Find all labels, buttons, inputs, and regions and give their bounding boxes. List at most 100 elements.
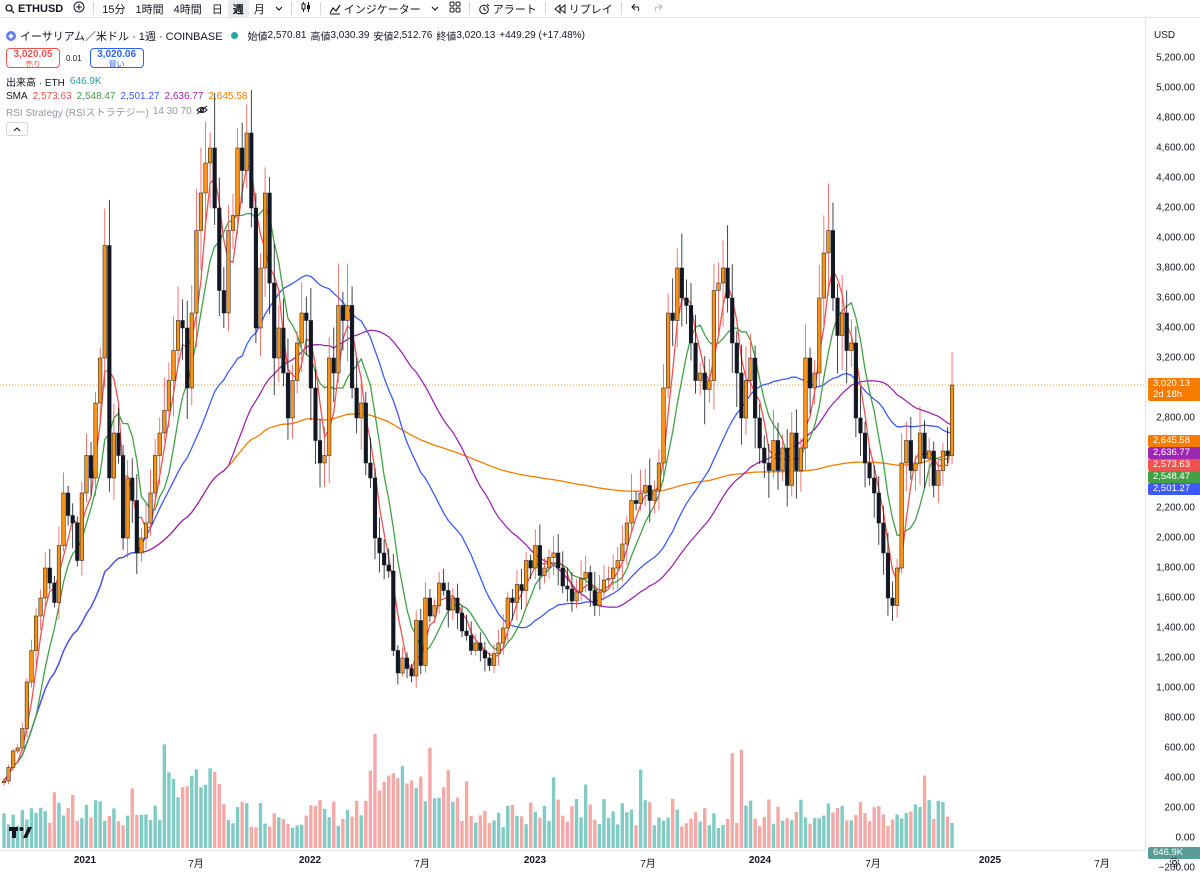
replay-label: リプレイ bbox=[568, 3, 613, 16]
candle bbox=[386, 548, 391, 578]
volume-bar bbox=[574, 799, 579, 848]
volume-bar bbox=[469, 816, 473, 848]
volume-bar bbox=[400, 766, 405, 848]
redo-button[interactable] bbox=[647, 0, 669, 17]
volume-legend[interactable]: 出来高 · ETH 646.9K bbox=[6, 74, 589, 89]
currency-label[interactable]: USD bbox=[1154, 30, 1176, 41]
candle bbox=[125, 459, 130, 558]
toolbar-divider bbox=[468, 2, 470, 15]
compare-button[interactable] bbox=[68, 0, 90, 17]
candle bbox=[656, 448, 661, 510]
candle bbox=[945, 427, 950, 464]
candle bbox=[464, 614, 469, 641]
time-axis[interactable]: 2021 7月 2022 7月 2023 7月 2024 7月 2025 7月 bbox=[0, 850, 1145, 871]
indicators-dropdown[interactable] bbox=[426, 0, 444, 17]
undo-button[interactable] bbox=[625, 0, 647, 17]
time-tick-label: 2021 bbox=[73, 855, 97, 866]
price-tick-label: 1,200.00 bbox=[1156, 652, 1195, 664]
tradingview-logo[interactable] bbox=[9, 825, 33, 842]
interval-dropdown[interactable] bbox=[270, 0, 288, 17]
volume-bar bbox=[620, 803, 624, 848]
candle bbox=[313, 369, 318, 465]
candle bbox=[922, 420, 927, 489]
volume-bar bbox=[89, 817, 93, 848]
chart-type-button[interactable] bbox=[295, 0, 317, 17]
volume-bar bbox=[533, 811, 537, 848]
volume-bar bbox=[16, 825, 20, 848]
legend-collapse-button[interactable] bbox=[6, 122, 28, 136]
interval-week[interactable]: 週 bbox=[227, 0, 249, 17]
volume-bar bbox=[932, 818, 936, 848]
interval-day[interactable]: 日 bbox=[211, 3, 223, 16]
candle bbox=[551, 536, 556, 576]
gear-icon[interactable] bbox=[1169, 855, 1180, 873]
volume-bar bbox=[492, 820, 496, 848]
alert-button[interactable]: アラート bbox=[473, 0, 542, 17]
interval-month[interactable]: 月 bbox=[253, 3, 265, 16]
volume-bar bbox=[414, 787, 418, 848]
price-tick-label: 600.00 bbox=[1164, 742, 1195, 754]
volume-bar bbox=[602, 799, 606, 848]
price-tick-label: 800.00 bbox=[1164, 712, 1195, 724]
candle bbox=[895, 558, 900, 618]
candle bbox=[15, 744, 20, 754]
interval-15m[interactable]: 15分 bbox=[102, 3, 126, 16]
market-status-dot bbox=[230, 32, 238, 39]
volume-bar bbox=[840, 805, 844, 848]
volume-bar bbox=[176, 797, 180, 848]
candle bbox=[414, 610, 419, 688]
interval-1h[interactable]: 1時間 bbox=[135, 3, 164, 16]
volume-bar bbox=[487, 823, 492, 848]
price-chart[interactable] bbox=[0, 18, 1145, 850]
candle bbox=[194, 188, 199, 348]
price-tick-label: 400.00 bbox=[1164, 772, 1195, 784]
candle bbox=[675, 248, 680, 348]
candle bbox=[789, 412, 794, 497]
toolbar-divider bbox=[544, 2, 546, 15]
buy-button[interactable]: 3,020.06 買い bbox=[89, 48, 144, 69]
replay-button[interactable]: リプレイ bbox=[549, 0, 618, 17]
plus-circle-icon bbox=[73, 1, 85, 16]
redo-icon bbox=[652, 2, 664, 15]
price-tick-label: −200.00 bbox=[1158, 862, 1195, 874]
volume-bar bbox=[579, 817, 583, 848]
candle bbox=[116, 407, 121, 464]
indicators-button[interactable]: インジケーター bbox=[324, 0, 426, 17]
candle bbox=[249, 89, 254, 228]
candle bbox=[840, 275, 845, 371]
price-tick-label: 3,800.00 bbox=[1156, 262, 1195, 274]
sma-legend[interactable]: SMA 2,573.63 2,548.47 2,501.27 2,636.77 … bbox=[6, 89, 589, 104]
volume-bar bbox=[936, 800, 941, 848]
volume-bar bbox=[52, 792, 57, 848]
candle bbox=[180, 299, 185, 360]
volume-bar bbox=[675, 809, 679, 848]
interval-4h[interactable]: 4時間 bbox=[173, 3, 202, 16]
candle bbox=[427, 588, 432, 623]
time-tick-label: 2025 bbox=[978, 855, 1002, 866]
eye-hidden-icon[interactable] bbox=[196, 105, 208, 118]
time-tick-label: 7月 bbox=[188, 859, 204, 870]
volume-bar bbox=[391, 773, 395, 848]
candle bbox=[221, 267, 226, 329]
candle bbox=[130, 458, 135, 523]
volume-bar bbox=[638, 769, 643, 848]
toolbar-divider bbox=[319, 2, 321, 15]
sell-button[interactable]: 3,020.05 売り bbox=[6, 48, 60, 69]
volume-bar bbox=[698, 821, 702, 848]
volume-bar bbox=[199, 787, 203, 848]
candle bbox=[647, 458, 652, 523]
price-tick-label: 2,000.00 bbox=[1156, 532, 1195, 544]
candle bbox=[299, 282, 304, 373]
volume-bar bbox=[116, 821, 121, 848]
candle bbox=[267, 177, 272, 315]
symbol-search[interactable]: ETHUSD bbox=[0, 0, 68, 17]
rsi-legend[interactable]: RSI Strategy (RSIストラテジー) 14 30 70 bbox=[6, 104, 589, 119]
candle bbox=[272, 243, 277, 396]
candle bbox=[47, 548, 52, 590]
volume-bar bbox=[538, 817, 542, 848]
buy-price: 3,020.06 bbox=[97, 49, 137, 60]
time-tick-label: 2023 bbox=[523, 855, 547, 866]
price-axis[interactable]: USD 5,200.00 5,000.00 4,800.00 4,600.00 4,40… bbox=[1145, 18, 1200, 874]
volume-bar bbox=[849, 820, 853, 848]
layouts-button[interactable] bbox=[444, 0, 466, 17]
